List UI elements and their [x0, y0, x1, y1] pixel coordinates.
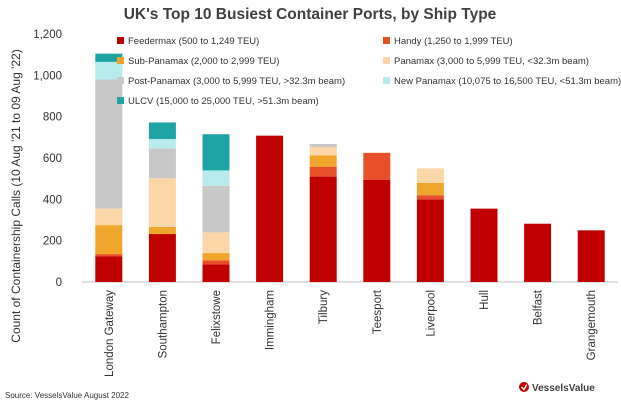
- x-tick-immingham: Immingham: [265, 290, 277, 350]
- bar-london-gateway-new-panamax: [95, 61, 123, 80]
- y-tick-200: 200: [43, 236, 62, 248]
- y-tick-1000: 1,000: [33, 70, 62, 82]
- bar-immingham-feedermax: [256, 135, 284, 282]
- legend-swatch-sub-panamax: [117, 57, 124, 64]
- bar-southampton-post-panamax: [148, 148, 176, 179]
- bar-liverpool-sub-panamax: [416, 182, 444, 196]
- legend-swatch-post-panamax: [117, 77, 124, 84]
- bar-london-gateway-panamax: [95, 208, 123, 226]
- bar-liverpool-panamax: [416, 168, 444, 183]
- brand-logo-icon: [519, 382, 529, 392]
- bar-felixstowe-feedermax: [202, 264, 230, 282]
- bar-tilbury-panamax: [309, 147, 337, 156]
- bar-hull-feedermax: [470, 208, 498, 282]
- bar-felixstowe-post-panamax: [202, 185, 230, 233]
- y-tick-400: 400: [43, 194, 62, 206]
- brand-logo-mark: [521, 384, 528, 391]
- y-tick-0: 0: [56, 277, 62, 289]
- legend: Feedermax (500 to 1,249 TEU) Handy (1,250…: [117, 36, 621, 107]
- legend-label-panamax: Panamax (3,000 to 5,999 TEU, <32.3m beam…: [394, 56, 589, 67]
- legend-label-new-panamax: New Panamax (10,075 to 16,500 TEU, <51.3…: [394, 76, 621, 87]
- x-tick-belfast: Belfast: [533, 289, 545, 325]
- bar-london-gateway-feedermax: [95, 256, 123, 282]
- y-tick-800: 800: [43, 112, 62, 124]
- bar-southampton-feedermax: [148, 234, 176, 282]
- bar-tilbury-feedermax: [309, 176, 337, 282]
- bar-london-gateway-handy: [95, 254, 123, 257]
- bar-teesport-handy: [363, 152, 391, 180]
- brand-logo: VesselsValue: [519, 382, 595, 394]
- legend-swatch-panamax: [383, 57, 390, 64]
- bar-liverpool-feedermax: [416, 199, 444, 282]
- bar-felixstowe-new-panamax: [202, 170, 230, 186]
- bar-tilbury-post-panamax: [309, 143, 337, 148]
- legend-label-post-panamax: Post-Panamax (3,000 to 5,999 TEU, >32.3m…: [128, 76, 345, 87]
- x-tick-southampton: Southampton: [157, 290, 169, 358]
- legend-label-sub-panamax: Sub-Panamax (2,000 to 2,999 TEU): [128, 56, 279, 67]
- bar-felixstowe-ulcv: [202, 134, 230, 171]
- x-tick-london-gateway: London Gateway: [104, 290, 116, 377]
- x-tick-teesport: Teesport: [372, 289, 384, 334]
- bar-london-gateway-ulcv: [95, 53, 123, 62]
- y-tick-1200: 1,200: [33, 29, 62, 41]
- legend-swatch-handy: [383, 37, 390, 44]
- legend-label-ulcv: ULCV (15,000 to 25,000 TEU, >51.3m beam): [128, 96, 319, 107]
- bar-belfast-feedermax: [524, 223, 552, 282]
- legend-swatch-feedermax: [117, 37, 124, 44]
- legend-swatch-new-panamax: [383, 77, 390, 84]
- bar-southampton-ulcv: [148, 122, 176, 139]
- x-tick-felixstowe: Felixstowe: [211, 290, 223, 344]
- legend-swatch-ulcv: [117, 97, 124, 104]
- bar-felixstowe-handy: [202, 260, 230, 265]
- bar-felixstowe-panamax: [202, 232, 230, 254]
- bar-southampton-sub-panamax: [148, 226, 176, 235]
- x-tick-tilbury: Tilbury: [318, 290, 330, 324]
- y-tick-600: 600: [43, 153, 62, 165]
- bar-teesport-feedermax: [363, 179, 391, 282]
- bar-southampton-new-panamax: [148, 138, 176, 149]
- y-axis-ticks: 0 200 400 600 800 1,000 1,200: [33, 29, 62, 289]
- chart-title: UK's Top 10 Busiest Container Ports, by …: [124, 6, 497, 23]
- y-axis-title: Count of Containership Calls (10 Aug '21…: [9, 49, 23, 342]
- bar-london-gateway-sub-panamax: [95, 225, 123, 255]
- x-axis-labels: London Gateway Southampton Felixstowe Immin…: [104, 289, 598, 377]
- bar-southampton-panamax: [148, 178, 176, 227]
- bar-liverpool-handy: [416, 195, 444, 200]
- bar-grangemouth-feedermax: [577, 230, 605, 282]
- bar-felixstowe-sub-panamax: [202, 253, 230, 261]
- x-tick-grangemouth: Grangemouth: [586, 290, 598, 360]
- source-note: Source: VesselsValue August 2022: [5, 391, 129, 400]
- x-tick-liverpool: Liverpool: [425, 290, 437, 337]
- x-tick-hull: Hull: [479, 290, 491, 310]
- legend-label-handy: Handy (1,250 to 1,999 TEU): [394, 36, 513, 47]
- brand-name: VesselsValue: [532, 383, 595, 394]
- bar-tilbury-sub-panamax: [309, 155, 337, 167]
- bar-tilbury-handy: [309, 166, 337, 177]
- legend-label-feedermax: Feedermax (500 to 1,249 TEU): [128, 36, 259, 47]
